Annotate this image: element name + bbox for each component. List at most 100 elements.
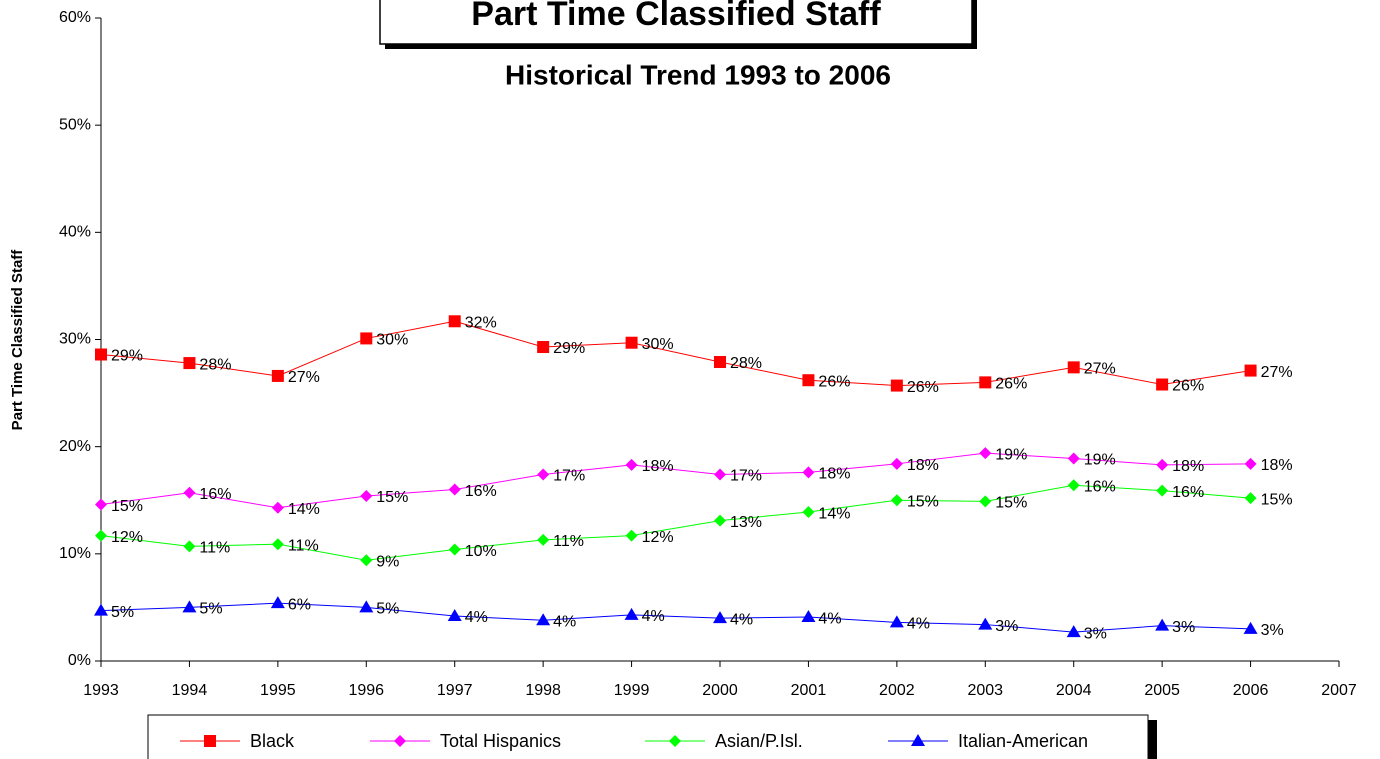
data-label: 4% [465, 609, 488, 626]
legend-label: Total Hispanics [440, 731, 561, 751]
data-point [890, 457, 903, 470]
data-point [95, 529, 107, 542]
data-label: 18% [1261, 457, 1293, 474]
data-label: 15% [376, 489, 408, 506]
legend-label: Italian-American [958, 731, 1088, 751]
data-label: 6% [288, 596, 311, 613]
legend-box [147, 714, 1149, 759]
data-point [1244, 364, 1257, 377]
data-point [1243, 621, 1258, 634]
data-point [624, 607, 639, 620]
data-label: 3% [1261, 622, 1284, 639]
data-point [979, 447, 992, 460]
data-label: 15% [907, 493, 939, 510]
data-point [95, 498, 107, 511]
data-point [448, 483, 461, 496]
legend-marker [669, 735, 681, 747]
data-label: 17% [553, 468, 585, 485]
data-label: 4% [907, 616, 930, 633]
data-point [360, 332, 373, 345]
data-point [1066, 625, 1081, 638]
x-tick-label: 2001 [791, 682, 827, 699]
data-label: 5% [111, 604, 134, 621]
y-tick-label: 20% [59, 438, 91, 455]
data-point [979, 495, 992, 508]
data-point [713, 611, 727, 624]
data-label: 19% [1084, 452, 1116, 469]
data-point [183, 540, 196, 553]
data-label: 26% [995, 376, 1027, 393]
data-label: 27% [288, 369, 320, 386]
data-label: 26% [818, 373, 850, 390]
y-axis-label: Part Time Classified Staff [9, 249, 26, 431]
data-point [625, 529, 638, 542]
x-tick-label: 1997 [437, 682, 473, 699]
data-label: 18% [1172, 458, 1204, 475]
data-label: 14% [818, 505, 850, 522]
data-label: 27% [1084, 361, 1116, 378]
data-point [1067, 361, 1080, 374]
data-point [802, 374, 815, 387]
data-label: 14% [288, 501, 320, 518]
data-point [271, 369, 284, 382]
data-point [95, 348, 107, 361]
y-tick-label: 50% [59, 116, 91, 133]
data-label: 17% [730, 468, 762, 485]
data-label: 18% [818, 466, 850, 483]
data-label: 16% [199, 486, 231, 503]
data-point [1156, 378, 1169, 391]
data-label: 26% [1172, 378, 1204, 395]
data-point [802, 466, 815, 479]
data-point [183, 486, 196, 499]
legend-marker [394, 735, 406, 747]
data-label: 4% [730, 611, 753, 628]
data-label: 9% [376, 553, 399, 570]
data-label: 15% [1261, 491, 1293, 508]
data-point [801, 610, 816, 623]
data-point [271, 501, 284, 514]
series-line [100, 484, 1251, 561]
data-label: 19% [995, 446, 1027, 463]
data-point [802, 506, 815, 519]
data-label: 29% [111, 348, 143, 365]
data-point [448, 315, 461, 328]
data-point [979, 376, 992, 389]
series-line [100, 452, 1251, 509]
x-tick-label: 1995 [260, 682, 296, 699]
x-tick-label: 1998 [525, 682, 561, 699]
data-label: 12% [642, 529, 674, 546]
data-label: 3% [995, 618, 1018, 635]
x-tick-label: 2006 [1233, 682, 1269, 699]
y-tick-label: 10% [59, 545, 91, 562]
chart-title: Part Time Classified Staff [471, 0, 881, 33]
data-point [889, 615, 904, 628]
y-tick-label: 40% [59, 224, 91, 241]
data-point [448, 543, 461, 556]
data-label: 11% [288, 537, 319, 554]
series-line [100, 602, 1251, 633]
x-tick-label: 1996 [348, 682, 384, 699]
data-label: 11% [199, 540, 230, 557]
data-label: 4% [553, 613, 576, 630]
data-label: 16% [465, 483, 497, 500]
y-tick-label: 30% [59, 331, 91, 348]
data-point [360, 554, 373, 567]
data-point [537, 533, 550, 546]
data-point [625, 458, 638, 471]
data-label: 16% [1172, 484, 1204, 501]
data-label: 3% [1172, 619, 1195, 636]
data-label: 10% [465, 543, 497, 560]
data-label: 32% [465, 315, 497, 332]
data-label: 5% [376, 601, 399, 618]
data-point [360, 489, 373, 502]
data-point [890, 379, 903, 392]
data-label: 15% [995, 495, 1027, 512]
data-point [537, 341, 550, 354]
data-label: 30% [642, 336, 674, 353]
x-tick-label: 1993 [83, 682, 119, 699]
data-point [714, 356, 726, 369]
data-point [1155, 618, 1170, 631]
data-label: 18% [907, 457, 939, 474]
data-point [1156, 484, 1169, 497]
